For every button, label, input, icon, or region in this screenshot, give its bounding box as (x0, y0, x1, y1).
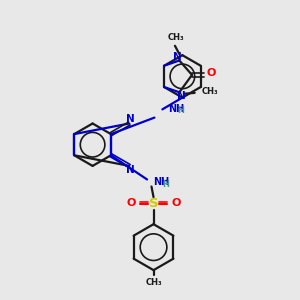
Text: O: O (172, 198, 181, 208)
Text: S: S (149, 197, 158, 210)
Text: N: N (125, 165, 134, 175)
Text: H: H (162, 180, 169, 189)
Text: CH₃: CH₃ (168, 33, 185, 42)
Text: O: O (206, 68, 216, 78)
Text: O: O (126, 198, 136, 208)
Text: CH₃: CH₃ (145, 278, 162, 287)
Text: CH₃: CH₃ (201, 87, 218, 96)
Text: N: N (172, 52, 182, 62)
Text: NH: NH (153, 177, 169, 188)
Text: H: H (177, 106, 184, 115)
Text: N: N (177, 91, 186, 101)
Text: NH: NH (168, 104, 184, 114)
Text: N: N (125, 114, 134, 124)
